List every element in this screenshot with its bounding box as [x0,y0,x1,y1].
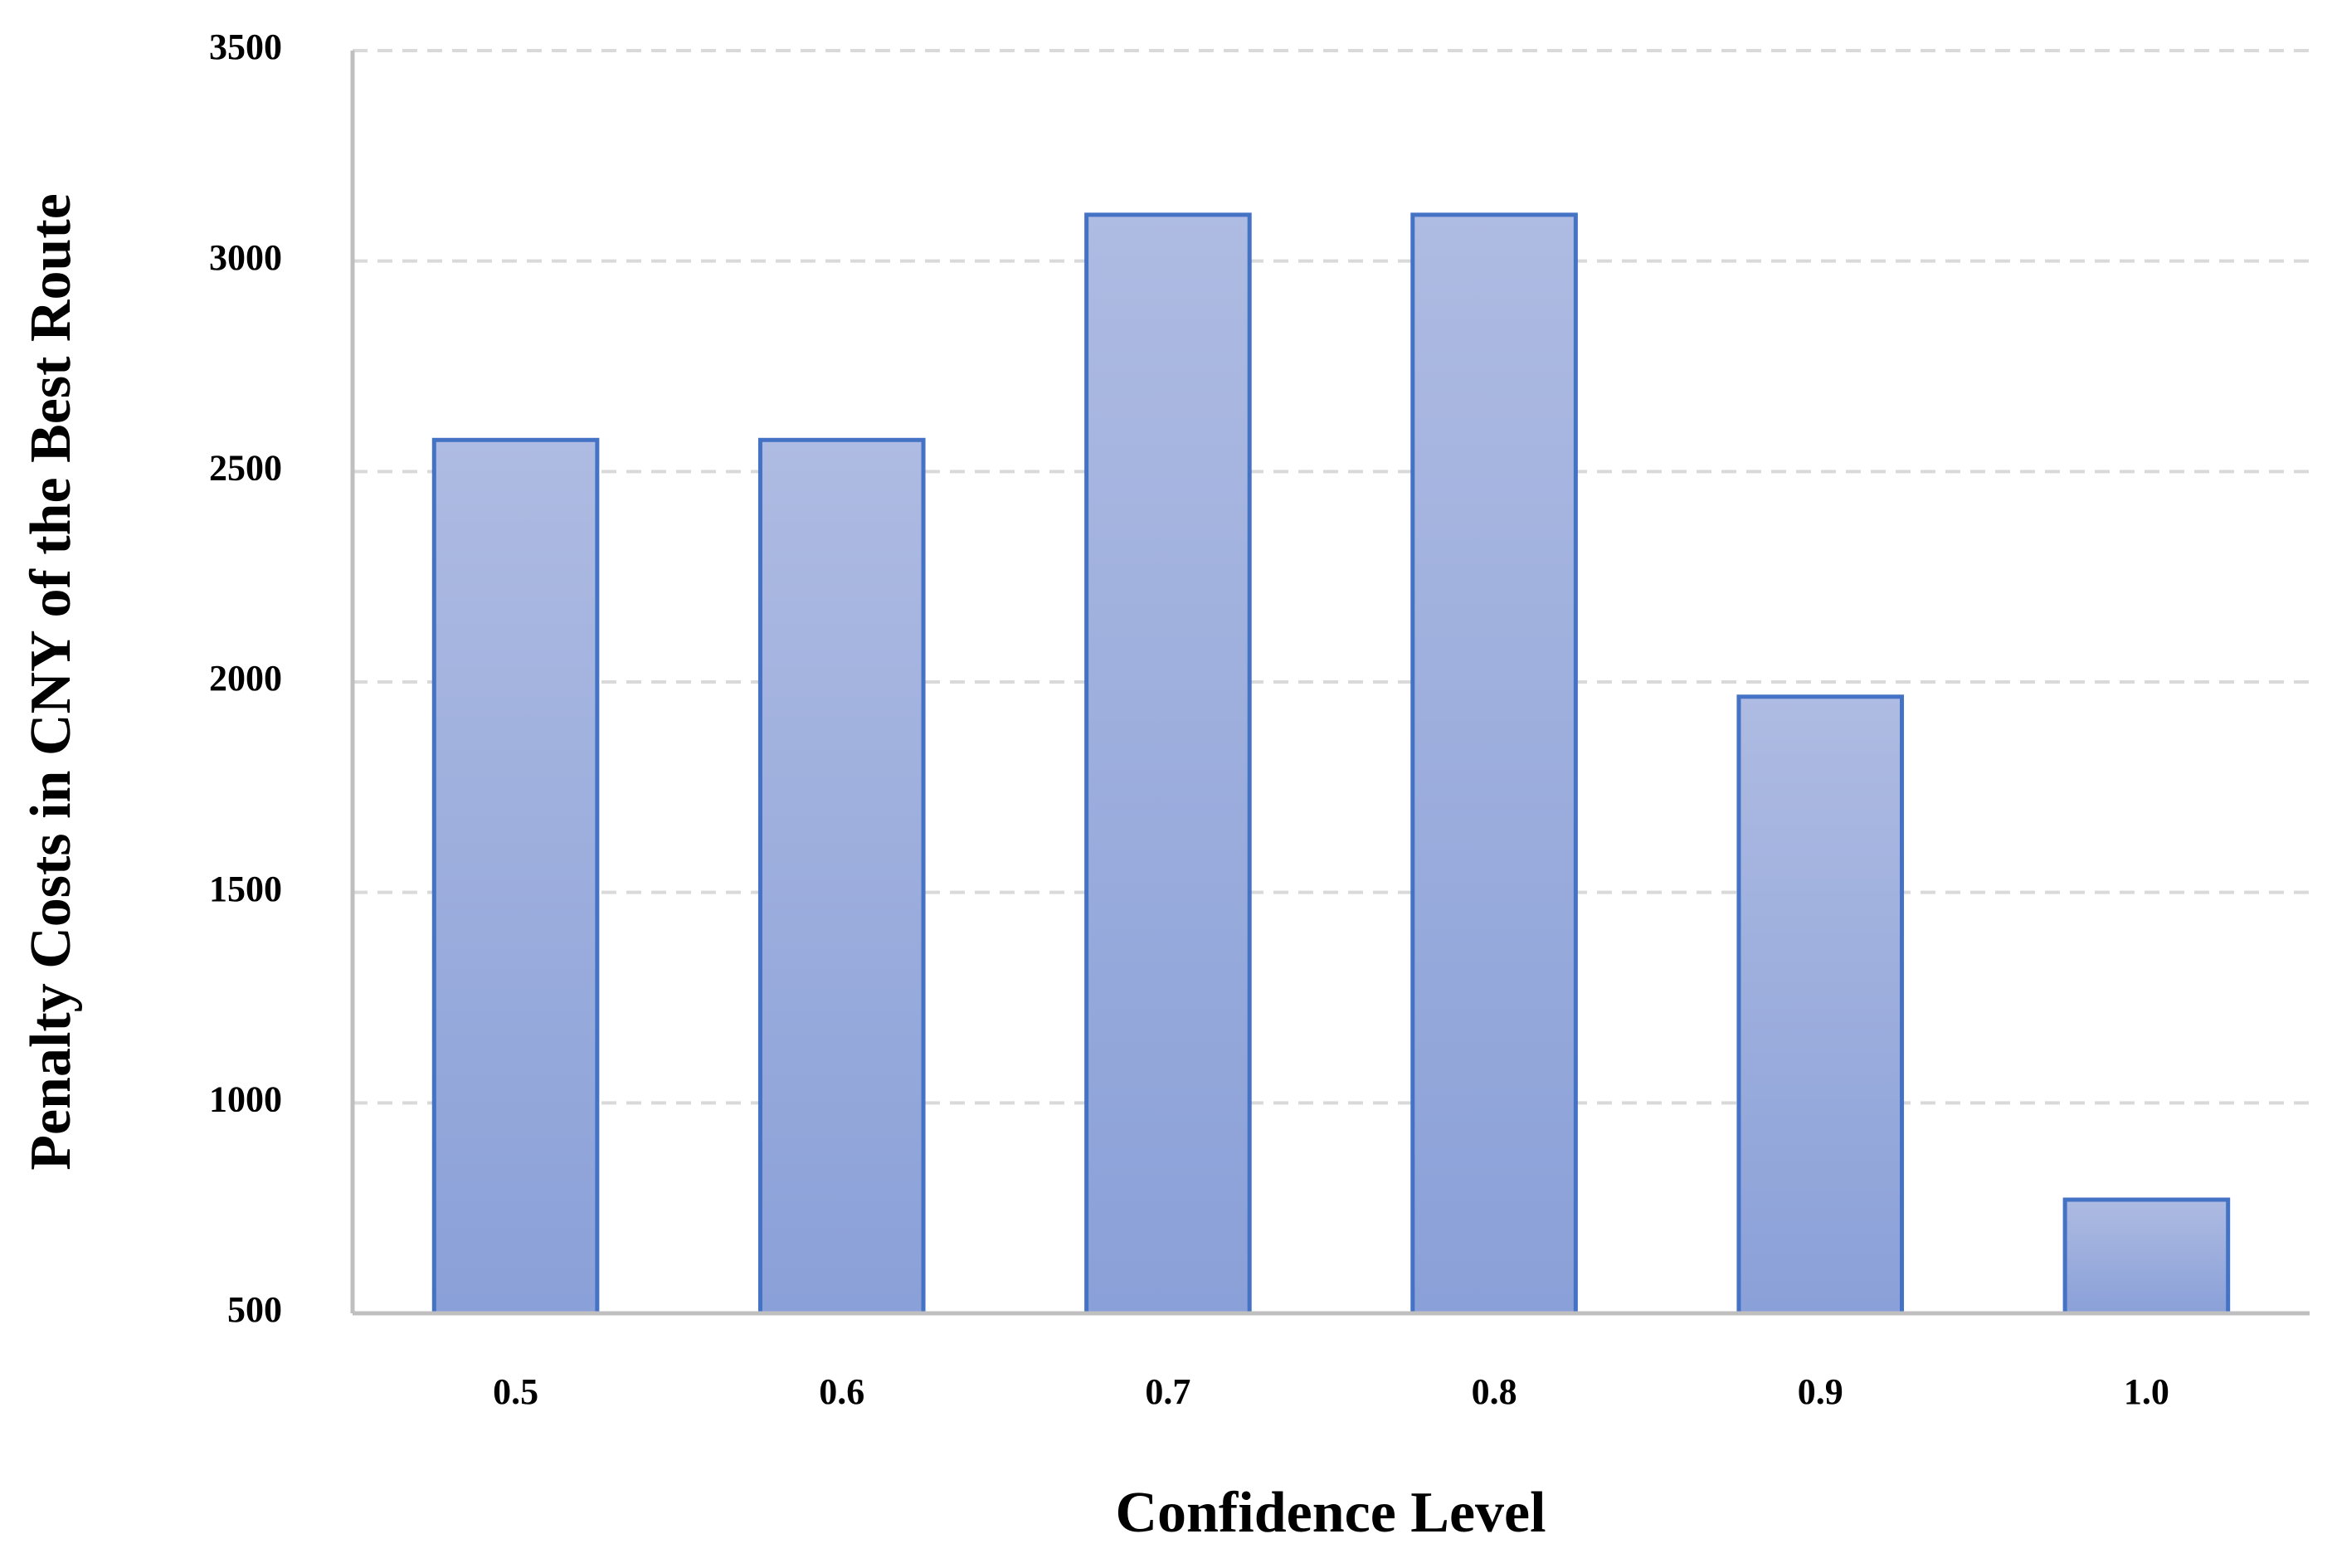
bar [1736,694,1905,1316]
bar [2062,1197,2231,1316]
x-axis-title: Confidence Level [1115,1481,1546,1545]
y-axis-title: Penalty Costs in CNY of the Best Route [19,193,83,1171]
y-tick-label: 2500 [209,447,282,488]
bar [1410,212,1578,1316]
y-tick-label: 1500 [209,869,282,909]
y-tick-label: 1000 [209,1079,282,1119]
x-tick-label: 0.9 [1798,1371,1843,1412]
y-tick-label: 2000 [209,658,282,699]
x-tick-label: 0.5 [493,1371,538,1412]
x-tick-label: 0.7 [1145,1371,1190,1412]
x-tick-label: 0.8 [1472,1371,1517,1412]
x-tick-label: 1.0 [2124,1371,2169,1412]
y-tick-label: 500 [227,1289,282,1330]
y-tick-label: 3500 [209,27,282,67]
x-tick-label: 0.6 [819,1371,864,1412]
y-tick-label: 3000 [209,237,282,278]
bar [1084,212,1252,1316]
bar [757,437,926,1316]
bar [431,437,600,1316]
